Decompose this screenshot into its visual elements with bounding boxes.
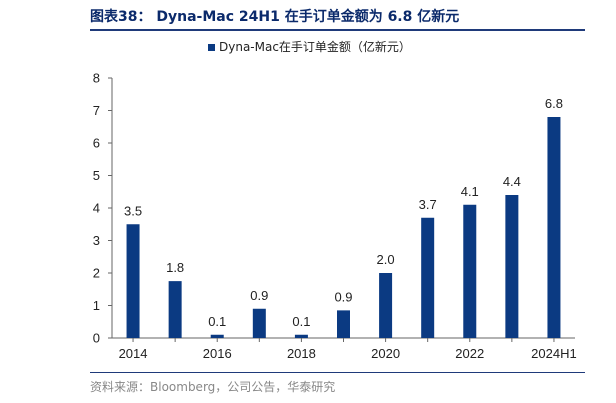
bar-2020 xyxy=(379,273,393,338)
y-tick-label-2: 2 xyxy=(93,266,100,281)
y-tick-label-7: 7 xyxy=(93,103,100,118)
data-label-2015: 1.8 xyxy=(166,260,184,275)
x-tick-label-2022: 2022 xyxy=(455,346,484,361)
data-label-2020: 2.0 xyxy=(377,252,395,267)
adjacent-figure-clip xyxy=(600,0,616,403)
bar-2018 xyxy=(294,334,308,338)
bar-2016 xyxy=(210,334,224,338)
x-tick-label-2016: 2016 xyxy=(203,346,232,361)
source-divider xyxy=(90,372,585,373)
y-tick-label-5: 5 xyxy=(93,168,100,183)
bar-chart: Dyna-Mac在手订单金额（亿新元） 0 1 2 3 4 5 6 7 8 3.5 2014 1.8 0.… xyxy=(93,39,577,361)
x-tick-label-2018: 2018 xyxy=(287,346,316,361)
source-note: 资料来源：Bloomberg，公司公告，华泰研究 xyxy=(90,380,336,394)
x-tick-label-2020: 2020 xyxy=(371,346,400,361)
title-divider xyxy=(90,29,585,31)
y-tick-label-3: 3 xyxy=(93,233,100,248)
bar-2015 xyxy=(168,281,182,338)
legend-label: Dyna-Mac在手订单金额（亿新元） xyxy=(219,39,411,54)
y-tick-label-6: 6 xyxy=(93,136,100,151)
data-label-2022: 4.1 xyxy=(461,184,479,199)
figure-title: 图表38： Dyna-Mac 24H1 在手订单金额为 6.8 亿新元 xyxy=(90,9,460,25)
data-label-2021: 3.7 xyxy=(419,197,437,212)
data-label-2019: 0.9 xyxy=(334,289,352,304)
bar-2024H1 xyxy=(547,117,561,338)
bar-2019 xyxy=(337,310,350,338)
y-tick-label-8: 8 xyxy=(93,71,100,86)
data-label-2023: 4.4 xyxy=(503,174,521,189)
bar-2022 xyxy=(463,204,477,338)
bar-2021 xyxy=(421,217,435,338)
bar-2023 xyxy=(505,195,519,338)
bar-2017 xyxy=(252,308,266,338)
data-label-2017: 0.9 xyxy=(250,288,268,303)
data-label-2016: 0.1 xyxy=(208,314,226,329)
y-tick-label-1: 1 xyxy=(93,298,100,313)
bar-2014 xyxy=(126,224,140,338)
y-tick-label-4: 4 xyxy=(93,201,100,216)
y-tick-label-0: 0 xyxy=(93,331,100,346)
x-tick-label-2024H1: 2024H1 xyxy=(531,346,577,361)
data-label-2024H1: 6.8 xyxy=(545,96,563,111)
data-label-2014: 3.5 xyxy=(124,203,142,218)
legend-swatch xyxy=(208,44,215,51)
x-tick-label-2014: 2014 xyxy=(119,346,148,361)
data-label-2018: 0.1 xyxy=(292,314,310,329)
